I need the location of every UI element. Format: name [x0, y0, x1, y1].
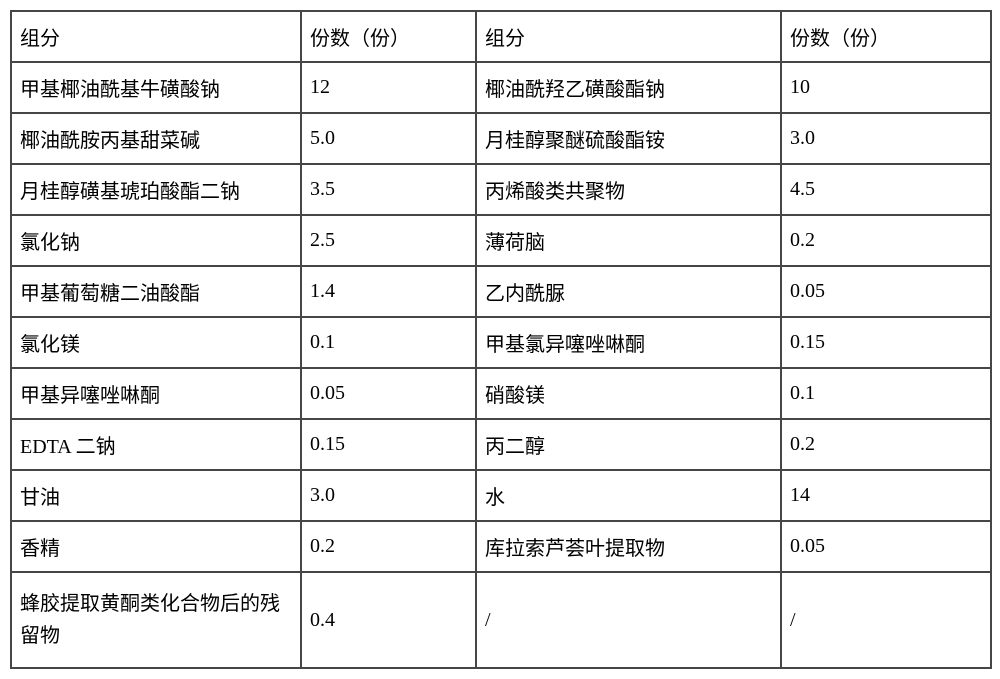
cell-component: 甲基氯异噻唑啉酮: [476, 317, 781, 368]
cell-value: 0.2: [301, 521, 476, 572]
table-row: 甲基葡萄糖二油酸酯 1.4 乙内酰脲 0.05: [11, 266, 991, 317]
cell-component: 水: [476, 470, 781, 521]
cell-value: 1.4: [301, 266, 476, 317]
cell-value: 12: [301, 62, 476, 113]
header-cell-parts-1: 份数（份）: [301, 11, 476, 62]
cell-value: 0.1: [301, 317, 476, 368]
cell-component: 薄荷脑: [476, 215, 781, 266]
cell-value: 0.2: [781, 419, 991, 470]
cell-component: 氯化钠: [11, 215, 301, 266]
cell-value: 0.05: [781, 266, 991, 317]
composition-table: 组分 份数（份） 组分 份数（份） 甲基椰油酰基牛磺酸钠 12 椰油酰羟乙磺酸酯…: [10, 10, 992, 669]
cell-component: 椰油酰羟乙磺酸酯钠: [476, 62, 781, 113]
cell-value: 4.5: [781, 164, 991, 215]
cell-value: 2.5: [301, 215, 476, 266]
cell-value: 0.05: [781, 521, 991, 572]
cell-value: 0.15: [301, 419, 476, 470]
header-cell-component-2: 组分: [476, 11, 781, 62]
cell-value: 3.0: [301, 470, 476, 521]
cell-component: 丙二醇: [476, 419, 781, 470]
cell-component: 甲基椰油酰基牛磺酸钠: [11, 62, 301, 113]
cell-component: 月桂醇聚醚硫酸酯铵: [476, 113, 781, 164]
cell-component: 硝酸镁: [476, 368, 781, 419]
cell-value: 0.2: [781, 215, 991, 266]
cell-component: 椰油酰胺丙基甜菜碱: [11, 113, 301, 164]
cell-component: 蜂胶提取黄酮类化合物后的残留物: [11, 572, 301, 668]
header-cell-parts-2: 份数（份）: [781, 11, 991, 62]
table-row: 甘油 3.0 水 14: [11, 470, 991, 521]
table-row: 椰油酰胺丙基甜菜碱 5.0 月桂醇聚醚硫酸酯铵 3.0: [11, 113, 991, 164]
cell-component: 乙内酰脲: [476, 266, 781, 317]
cell-value: 0.4: [301, 572, 476, 668]
cell-value: 0.15: [781, 317, 991, 368]
cell-value: 3.5: [301, 164, 476, 215]
cell-value: 14: [781, 470, 991, 521]
cell-value: 5.0: [301, 113, 476, 164]
table-row: 蜂胶提取黄酮类化合物后的残留物 0.4 / /: [11, 572, 991, 668]
cell-value: 3.0: [781, 113, 991, 164]
table-row: 氯化镁 0.1 甲基氯异噻唑啉酮 0.15: [11, 317, 991, 368]
table-row: 香精 0.2 库拉索芦荟叶提取物 0.05: [11, 521, 991, 572]
cell-component: 甲基异噻唑啉酮: [11, 368, 301, 419]
cell-value: /: [781, 572, 991, 668]
cell-component: EDTA 二钠: [11, 419, 301, 470]
header-cell-component-1: 组分: [11, 11, 301, 62]
cell-component: 丙烯酸类共聚物: [476, 164, 781, 215]
cell-component: /: [476, 572, 781, 668]
table-row: 甲基椰油酰基牛磺酸钠 12 椰油酰羟乙磺酸酯钠 10: [11, 62, 991, 113]
cell-component: 香精: [11, 521, 301, 572]
cell-component: 甘油: [11, 470, 301, 521]
cell-value: 0.05: [301, 368, 476, 419]
cell-component: 库拉索芦荟叶提取物: [476, 521, 781, 572]
cell-component: 氯化镁: [11, 317, 301, 368]
table-row: 甲基异噻唑啉酮 0.05 硝酸镁 0.1: [11, 368, 991, 419]
cell-value: 10: [781, 62, 991, 113]
table-row: 氯化钠 2.5 薄荷脑 0.2: [11, 215, 991, 266]
cell-component: 月桂醇磺基琥珀酸酯二钠: [11, 164, 301, 215]
cell-value: 0.1: [781, 368, 991, 419]
table-row: 月桂醇磺基琥珀酸酯二钠 3.5 丙烯酸类共聚物 4.5: [11, 164, 991, 215]
cell-component: 甲基葡萄糖二油酸酯: [11, 266, 301, 317]
table-header-row: 组分 份数（份） 组分 份数（份）: [11, 11, 991, 62]
table-row: EDTA 二钠 0.15 丙二醇 0.2: [11, 419, 991, 470]
